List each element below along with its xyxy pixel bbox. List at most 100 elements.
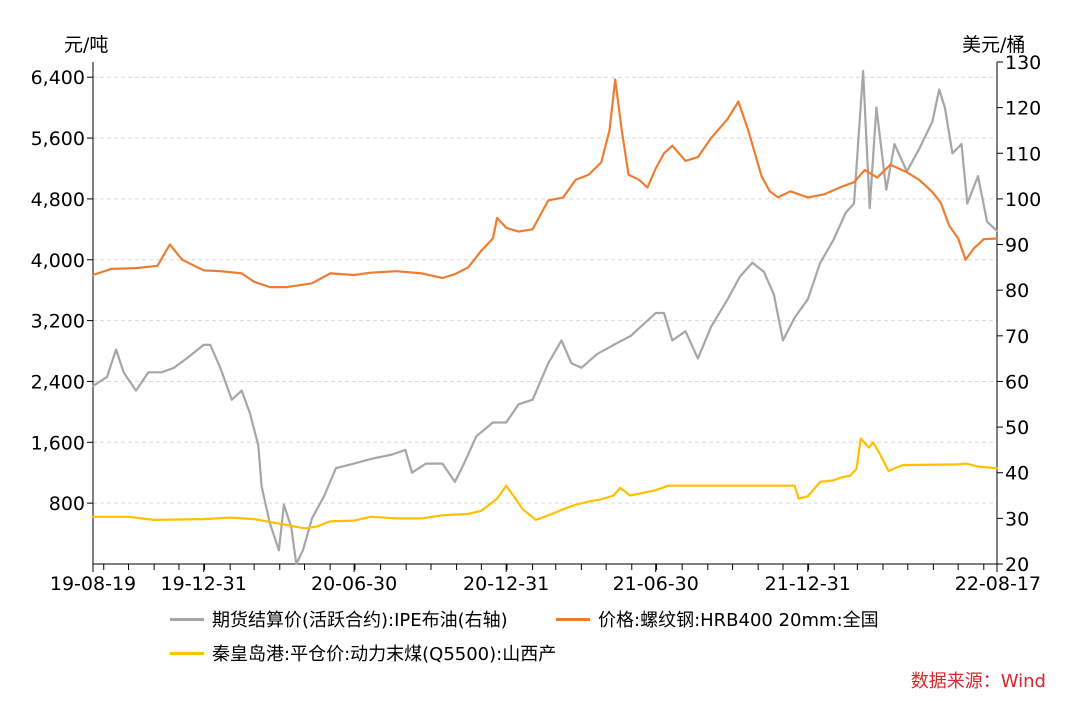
series-1-point (789, 190, 792, 193)
series-2-point (797, 497, 800, 500)
left-axis-unit: 元/吨 (64, 34, 109, 56)
series-1-point (726, 118, 729, 120)
left-tick-label: 5,600 (31, 128, 85, 150)
series-0-point (311, 517, 313, 520)
series-0-point (302, 549, 304, 552)
series-1-point (110, 268, 112, 270)
axes-layer: 800 1,600 2,400 3,200 4,000 4,800 5,600 6,400 20… (31, 52, 1042, 595)
right-tick-label: 110 (1005, 143, 1041, 165)
series-1-point (454, 273, 456, 276)
series-0-point (492, 421, 494, 424)
series-0-point (630, 335, 632, 337)
series-0-point (996, 230, 998, 232)
right-tick-label: 60 (1005, 371, 1029, 393)
series-layer (91, 69, 999, 566)
legend-swatch-coal (170, 651, 204, 655)
series-0-point (425, 462, 427, 465)
series-0-point (663, 312, 665, 314)
series-0-point (369, 458, 372, 460)
series-1-point (948, 224, 950, 227)
series-1-point (547, 199, 550, 202)
series-1-point (219, 270, 222, 273)
series-0-point (580, 367, 583, 369)
series-2-point (353, 519, 355, 522)
series-2-point (964, 462, 967, 465)
series-1-point (467, 266, 470, 269)
series-0-point (612, 344, 615, 346)
series-0-point (323, 494, 326, 497)
series-1-point (181, 259, 183, 261)
series-0-point (160, 371, 163, 374)
legend-item-brent: 期货结算价(活跃合约):IPE布油(右轴) (170, 606, 508, 632)
series-2-point (480, 510, 483, 512)
series-2-point (395, 517, 398, 520)
series-0-point (404, 449, 407, 451)
series-1-point (996, 237, 998, 240)
series-1-point (92, 274, 94, 276)
series-1-point (202, 269, 205, 272)
series-2-point (902, 464, 904, 466)
series-0-point (726, 298, 729, 301)
series-0-point (807, 298, 809, 301)
series-1-point (918, 179, 921, 181)
series-0-point (505, 421, 508, 424)
series-0-point (845, 211, 847, 214)
series-2-point (619, 487, 621, 489)
series-0-point (960, 143, 963, 145)
series-0-point (832, 239, 835, 241)
series-0-point (411, 471, 413, 474)
series-1-point (135, 267, 137, 269)
series-1-point (940, 201, 942, 204)
series-1-point (240, 272, 243, 275)
series-1-point (697, 156, 699, 158)
right-tick-label: 130 (1005, 52, 1041, 74)
series-2-point (588, 500, 590, 503)
right-tick-label: 20 (1005, 554, 1029, 576)
series-2-point (562, 508, 564, 511)
series-2-point (872, 441, 874, 444)
series-0-point (570, 362, 573, 365)
series-0-point (295, 563, 298, 565)
series-2-point (278, 522, 281, 525)
series-1-point (621, 129, 623, 132)
series-1-point (562, 196, 564, 199)
legend-swatch-rebar (556, 617, 590, 621)
right-axis-unit: 美元/桶 (962, 34, 1026, 56)
series-0-point (868, 207, 871, 209)
series-0-point (454, 481, 456, 483)
series-1-point (286, 286, 289, 288)
series-0-point (966, 202, 969, 205)
series-0-point (793, 316, 796, 319)
series-1-point (737, 100, 740, 103)
series-1-point (684, 160, 687, 162)
series-2-point (574, 503, 577, 506)
series-0-point (475, 435, 478, 438)
series-1-point (505, 227, 508, 229)
series-2-point (551, 513, 554, 515)
left-tick-label: 800 (49, 493, 85, 515)
series-0-point (763, 271, 765, 273)
series-0-point (353, 462, 355, 465)
series-0-point (853, 202, 855, 205)
series-1-point (531, 228, 534, 231)
series-0-point (185, 357, 188, 360)
series-0-point (819, 262, 821, 264)
series-0-point (931, 120, 934, 123)
series-0-point (335, 467, 337, 470)
series-0-point (977, 175, 979, 177)
legend-label-rebar: 价格:螺纹钢:HRB400 20mm:全国 (598, 610, 879, 631)
legend-item-coal: 秦皇岛港:平仓价:动力末煤(Q5500):山西产 (170, 640, 556, 666)
series-2-point (535, 519, 537, 521)
series-0-point (654, 312, 657, 314)
series-2-point (229, 516, 231, 519)
series-0-point (739, 275, 741, 278)
x-tick-label: 19-12-31 (161, 573, 247, 595)
legend-label-brent: 期货结算价(活跃合约):IPE布油(右轴) (212, 610, 508, 631)
series-0-point (986, 220, 988, 223)
series-1-point (517, 230, 520, 233)
series-0-point (290, 526, 293, 529)
right-tick-label: 40 (1005, 463, 1029, 485)
series-2-point (878, 452, 881, 455)
series-2-point (421, 517, 423, 520)
